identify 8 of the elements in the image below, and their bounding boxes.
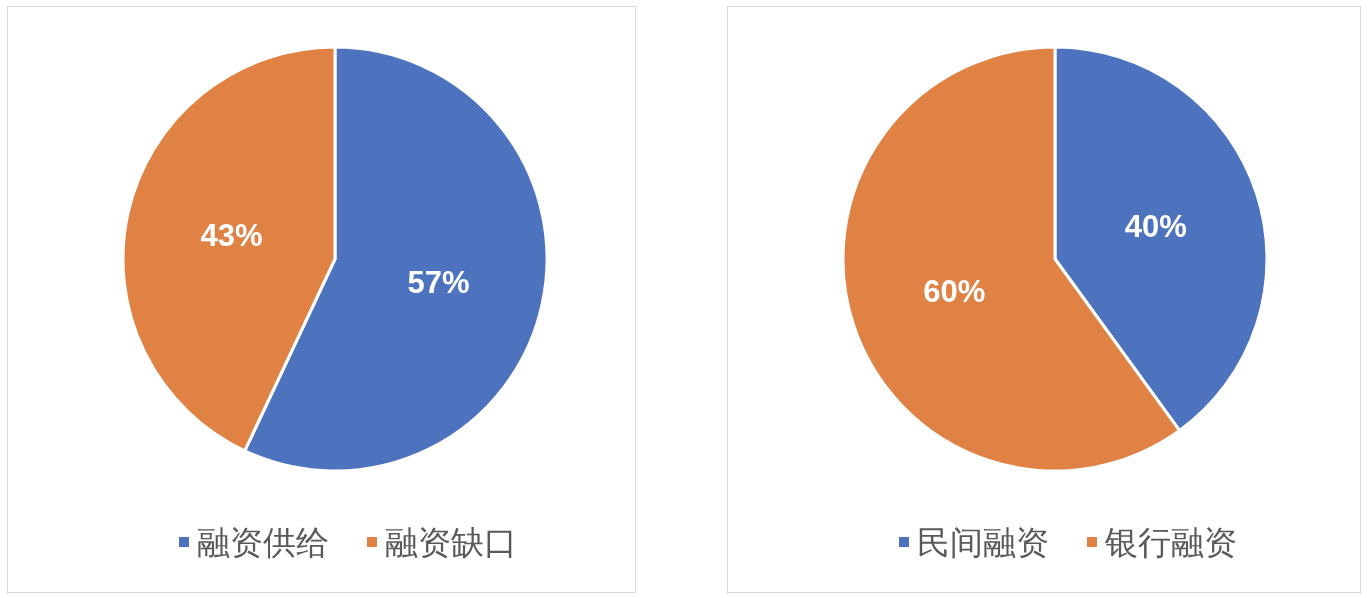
data-label: 60% [923, 274, 986, 310]
legend-label: 融资缺口 [385, 523, 517, 561]
legend-label: 民间融资 [917, 523, 1049, 561]
legend-label: 银行融资 [1104, 523, 1237, 561]
data-label: 40% [1124, 208, 1187, 244]
legend-label: 融资供给 [197, 523, 329, 561]
data-label: 43% [200, 218, 263, 254]
data-label: 57% [407, 264, 470, 300]
